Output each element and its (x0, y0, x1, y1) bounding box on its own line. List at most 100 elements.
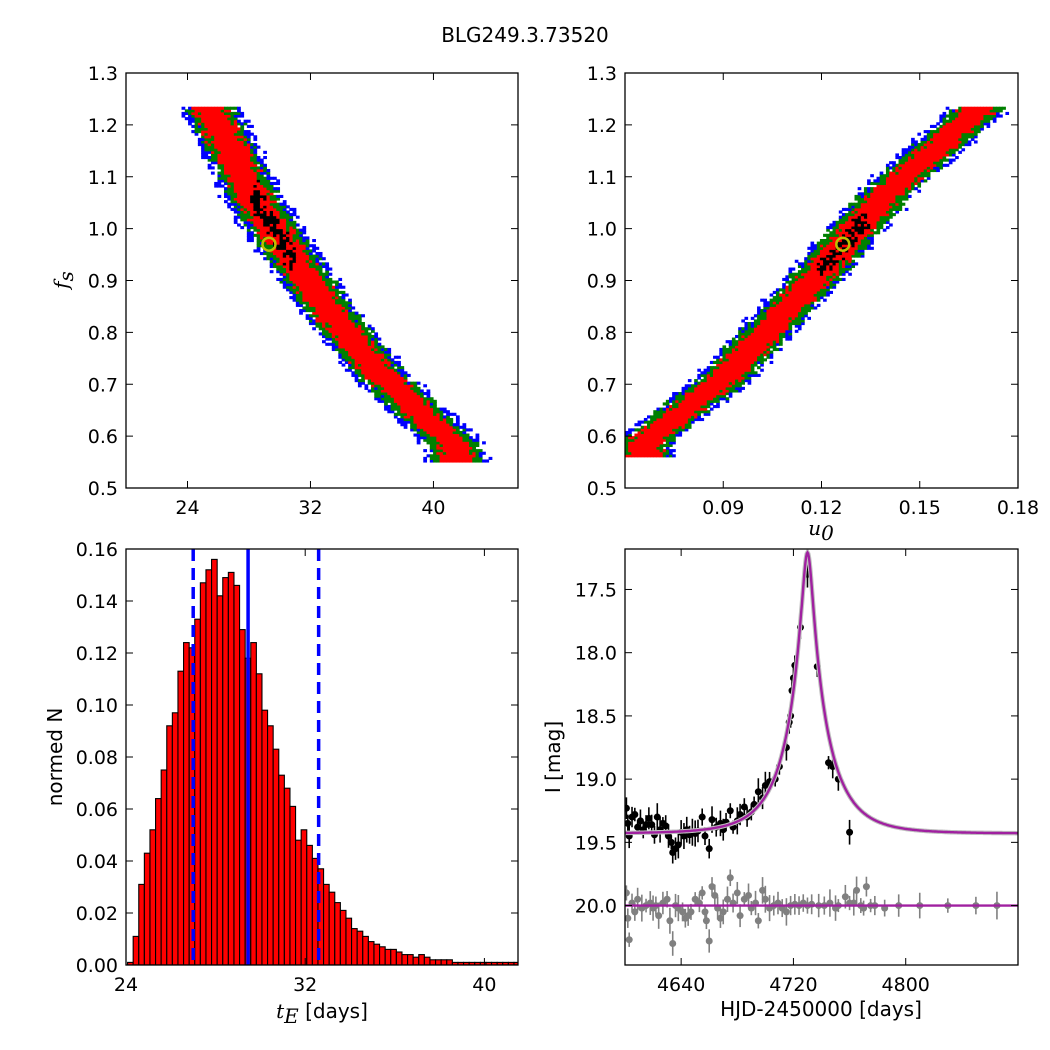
histogram-bar (345, 917, 353, 965)
heatmap-cell (250, 156, 254, 160)
heatmap-cell (901, 171, 906, 175)
heatmap-cell (217, 124, 222, 128)
heatmap-cell (469, 446, 473, 450)
heatmap-cell (907, 176, 912, 180)
heatmap-cell (237, 158, 241, 162)
heatmap-cell (964, 114, 969, 118)
heatmap-cell (955, 127, 959, 131)
heatmap-cell (722, 381, 727, 385)
heatmap-cell (237, 223, 241, 227)
heatmap-cell (429, 407, 434, 411)
heatmap-cell (841, 251, 846, 256)
heatmap-cell (452, 441, 457, 445)
heatmap-cell (958, 150, 962, 154)
heatmap-cell (292, 262, 297, 266)
heatmap-cell (775, 332, 780, 336)
heatmap-cell (848, 254, 852, 258)
heatmap-cell (308, 259, 313, 263)
heatmap-cell (322, 311, 326, 315)
heatmap-cell (312, 319, 316, 323)
heatmap-cell (700, 379, 705, 383)
heatmap-cell (266, 184, 271, 188)
heatmap-cell (794, 275, 799, 279)
heatmap-cell (964, 127, 969, 131)
heatmap-cell (237, 168, 241, 173)
heatmap-cell (259, 207, 264, 211)
heatmap-cell (335, 322, 339, 326)
heatmap-cell (243, 119, 248, 123)
heatmap-cell (675, 407, 679, 411)
heatmap-cell (694, 402, 698, 406)
heatmap-cell (266, 218, 271, 222)
heatmap-cell (397, 381, 401, 385)
heatmap-cell (201, 145, 205, 149)
heatmap-cell (263, 207, 267, 211)
histogram-bar (429, 959, 437, 965)
heatmap-cell (406, 373, 411, 377)
heatmap-cell (892, 192, 896, 196)
heatmap-cell (659, 420, 664, 424)
heatmap-cell (763, 324, 767, 328)
heatmap-cell (857, 192, 862, 196)
heatmap-cell (312, 267, 316, 271)
heatmap-cell (782, 283, 786, 287)
heatmap-cell (782, 319, 786, 323)
heatmap-cell (643, 428, 648, 432)
heatmap-cell (299, 285, 303, 289)
heatmap-cell (455, 430, 460, 435)
heatmap-cell (318, 277, 323, 281)
heatmap-cell (879, 197, 884, 201)
heatmap-cell (452, 438, 457, 442)
heatmap-cell (429, 456, 434, 460)
heatmap-cell (926, 161, 931, 165)
heatmap-cell (322, 290, 326, 294)
heatmap-cell (923, 130, 928, 134)
heatmap-cell (462, 449, 467, 453)
heatmap-cell (400, 420, 405, 424)
heatmap-cell (647, 423, 651, 427)
heatmap-cell (706, 402, 711, 406)
heatmap-cell (735, 363, 739, 367)
heatmap-cell (779, 303, 783, 307)
heatmap-cell (628, 454, 632, 458)
heatmap-cell (807, 272, 811, 276)
heatmap-cell (819, 239, 824, 243)
heatmap-cell (829, 290, 834, 294)
heatmap-cell (279, 207, 284, 211)
heatmap-cell (253, 145, 258, 149)
heatmap-cell (766, 306, 771, 310)
heatmap-cell (785, 324, 789, 328)
heatmap-cell (948, 158, 953, 162)
heatmap-cell (259, 176, 264, 180)
heatmap-cell (691, 407, 695, 411)
heatmap-cell (889, 205, 893, 209)
heatmap-cell (801, 285, 805, 289)
heatmap-cell (403, 392, 408, 396)
heatmap-cell (801, 272, 805, 276)
heatmap-cell (851, 213, 856, 217)
heatmap-cell (279, 239, 284, 243)
heatmap-cell (647, 433, 651, 437)
heatmap-cell (416, 402, 421, 406)
heatmap-cell (282, 280, 287, 284)
heatmap-cell (741, 360, 745, 364)
heatmap-cell (851, 220, 856, 224)
heatmap-cell (243, 200, 248, 204)
histogram-bar (379, 946, 386, 965)
heatmap-cell (250, 150, 254, 154)
heatmap-cell (841, 207, 846, 211)
heatmap-cell (782, 322, 786, 326)
heatmap-cell (857, 194, 862, 198)
x-tick-label: 0.18 (997, 497, 1039, 519)
heatmap-cell (325, 283, 330, 287)
heatmap-cell (917, 176, 922, 180)
heatmap-cell (816, 285, 821, 289)
heatmap-cell (804, 283, 808, 287)
heatmap-cell (282, 207, 287, 211)
heatmap-cell (426, 412, 431, 416)
heatmap-cell (650, 436, 654, 440)
heatmap-cell (322, 257, 326, 261)
heatmap-cell (753, 322, 758, 326)
heatmap-cell (436, 410, 441, 414)
heatmap-cell (393, 402, 398, 406)
